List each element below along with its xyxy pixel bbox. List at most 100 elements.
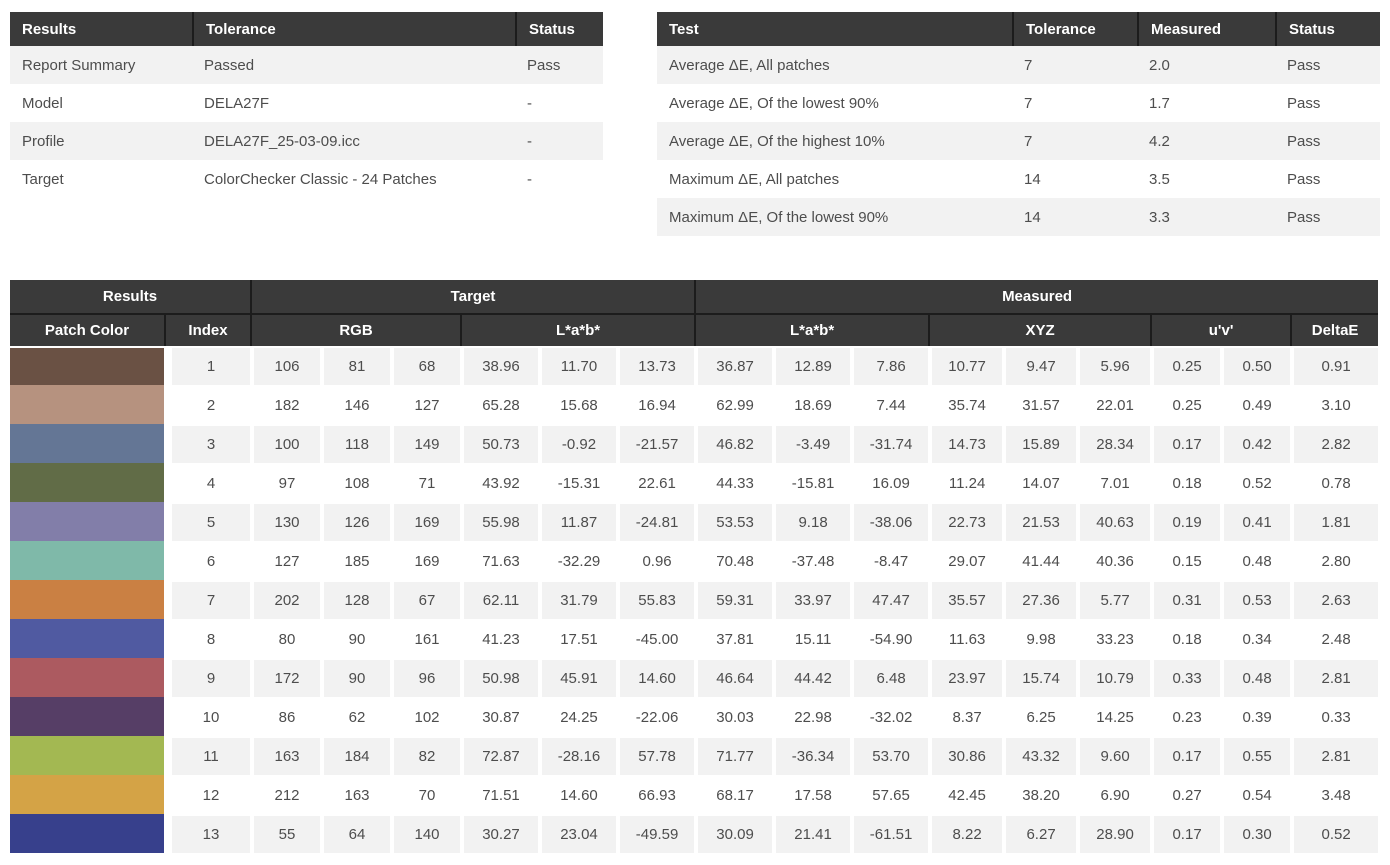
measured-uv-cell: 0.49 — [1220, 385, 1291, 424]
target-lab-cell: 62.11 — [460, 580, 538, 619]
measured-xyz-cell: 33.23 — [1076, 619, 1151, 658]
patch-row: 11 163 184 82 72.87 -28.16 57.78 71.77 -36.34 53.… — [10, 736, 1379, 775]
summary-header-status: Status — [515, 12, 603, 46]
measured-xyz-cell: 23.97 — [928, 658, 1003, 697]
patch-color-swatch — [10, 775, 164, 814]
target-rgb-cell: 130 — [250, 502, 320, 541]
patch-color-swatch — [10, 502, 164, 541]
measured-xyz-cell: 14.07 — [1002, 463, 1077, 502]
patch-color-swatch — [10, 619, 164, 658]
measured-lab-cell: 30.09 — [694, 814, 773, 853]
measured-uv-cell: 0.55 — [1220, 736, 1291, 775]
measured-xyz-cell: 14.73 — [928, 424, 1003, 463]
patch-row: 5 130 126 169 55.98 11.87 -24.81 53.53 9.18 -38.0… — [10, 502, 1379, 541]
measured-lab-cell: 68.17 — [694, 775, 773, 814]
delta-e-cell: 3.48 — [1290, 775, 1379, 814]
target-lab-cell: 30.27 — [460, 814, 538, 853]
target-rgb-cell: 172 — [250, 658, 320, 697]
measured-lab-cell: -32.02 — [850, 697, 929, 736]
patch-color-swatch — [10, 736, 164, 775]
summary-row-status: - — [515, 84, 603, 122]
measured-lab-cell: 36.87 — [694, 346, 773, 385]
target-rgb-cell: 108 — [320, 463, 390, 502]
sub-header-xyz: XYZ — [928, 313, 1151, 346]
index-cell: 8 — [164, 619, 250, 658]
test-row-status: Pass — [1275, 160, 1380, 198]
measured-lab-cell: 37.81 — [694, 619, 773, 658]
measured-lab-cell: -3.49 — [772, 424, 851, 463]
measured-lab-cell: 44.33 — [694, 463, 773, 502]
target-lab-cell: 50.98 — [460, 658, 538, 697]
target-rgb-cell: 97 — [250, 463, 320, 502]
target-rgb-cell: 100 — [250, 424, 320, 463]
index-cell: 7 — [164, 580, 250, 619]
measured-lab-cell: 46.82 — [694, 424, 773, 463]
measured-lab-cell: 21.41 — [772, 814, 851, 853]
measured-xyz-cell: 41.44 — [1002, 541, 1077, 580]
measured-xyz-cell: 31.57 — [1002, 385, 1077, 424]
index-cell: 10 — [164, 697, 250, 736]
delta-e-cell: 1.81 — [1290, 502, 1379, 541]
target-lab-cell: 14.60 — [538, 775, 616, 814]
test-results-table: Test Tolerance Measured Status Average Δ… — [657, 12, 1380, 236]
measured-uv-cell: 0.54 — [1220, 775, 1291, 814]
summary-row-status: Pass — [515, 46, 603, 84]
index-cell: 3 — [164, 424, 250, 463]
target-lab-cell: 30.87 — [460, 697, 538, 736]
measured-xyz-cell: 30.86 — [928, 736, 1003, 775]
test-row: Average ΔE, Of the highest 10% 7 4.2 Pas… — [657, 122, 1380, 160]
measured-xyz-cell: 9.60 — [1076, 736, 1151, 775]
measured-lab-cell: 22.98 — [772, 697, 851, 736]
index-cell: 11 — [164, 736, 250, 775]
measured-uv-cell: 0.52 — [1220, 463, 1291, 502]
target-rgb-cell: 81 — [320, 346, 390, 385]
measured-uv-cell: 0.42 — [1220, 424, 1291, 463]
target-rgb-cell: 71 — [390, 463, 460, 502]
target-lab-cell: -15.31 — [538, 463, 616, 502]
target-rgb-cell: 62 — [320, 697, 390, 736]
target-rgb-cell: 202 — [250, 580, 320, 619]
measured-xyz-cell: 9.98 — [1002, 619, 1077, 658]
target-lab-cell: 23.04 — [538, 814, 616, 853]
target-rgb-cell: 185 — [320, 541, 390, 580]
patch-results-table: Results Target Measured Patch Color Inde… — [10, 280, 1379, 853]
target-rgb-cell: 64 — [320, 814, 390, 853]
test-row-measured: 2.0 — [1137, 46, 1275, 84]
measured-uv-cell: 0.53 — [1220, 580, 1291, 619]
target-lab-cell: -45.00 — [616, 619, 695, 658]
patch-color-swatch — [10, 463, 164, 502]
test-row-tolerance: 7 — [1012, 122, 1137, 160]
target-rgb-cell: 80 — [250, 619, 320, 658]
measured-xyz-cell: 40.36 — [1076, 541, 1151, 580]
measured-xyz-cell: 28.90 — [1076, 814, 1151, 853]
measured-lab-cell: 70.48 — [694, 541, 773, 580]
target-rgb-cell: 86 — [250, 697, 320, 736]
target-lab-cell: 0.96 — [616, 541, 695, 580]
measured-lab-cell: -31.74 — [850, 424, 929, 463]
test-row-name: Average ΔE, Of the lowest 90% — [657, 84, 1012, 122]
index-cell: 6 — [164, 541, 250, 580]
measured-uv-cell: 0.17 — [1150, 736, 1221, 775]
measured-xyz-cell: 27.36 — [1002, 580, 1077, 619]
target-lab-cell: 57.78 — [616, 736, 695, 775]
measured-lab-cell: 18.69 — [772, 385, 851, 424]
test-row-tolerance: 14 — [1012, 160, 1137, 198]
measured-lab-cell: -36.34 — [772, 736, 851, 775]
target-rgb-cell: 127 — [390, 385, 460, 424]
measured-lab-cell: 7.44 — [850, 385, 929, 424]
target-rgb-cell: 212 — [250, 775, 320, 814]
measured-xyz-cell: 6.25 — [1002, 697, 1077, 736]
measured-uv-cell: 0.48 — [1220, 658, 1291, 697]
summary-row-value: Passed — [192, 46, 515, 84]
delta-e-cell: 0.33 — [1290, 697, 1379, 736]
measured-xyz-cell: 38.20 — [1002, 775, 1077, 814]
measured-lab-cell: 62.99 — [694, 385, 773, 424]
measured-lab-cell: 57.65 — [850, 775, 929, 814]
target-rgb-cell: 163 — [320, 775, 390, 814]
target-lab-cell: 14.60 — [616, 658, 695, 697]
measured-xyz-cell: 7.01 — [1076, 463, 1151, 502]
measured-lab-cell: 16.09 — [850, 463, 929, 502]
summary-header-row: Results Tolerance Status — [10, 12, 603, 46]
target-rgb-cell: 169 — [390, 502, 460, 541]
